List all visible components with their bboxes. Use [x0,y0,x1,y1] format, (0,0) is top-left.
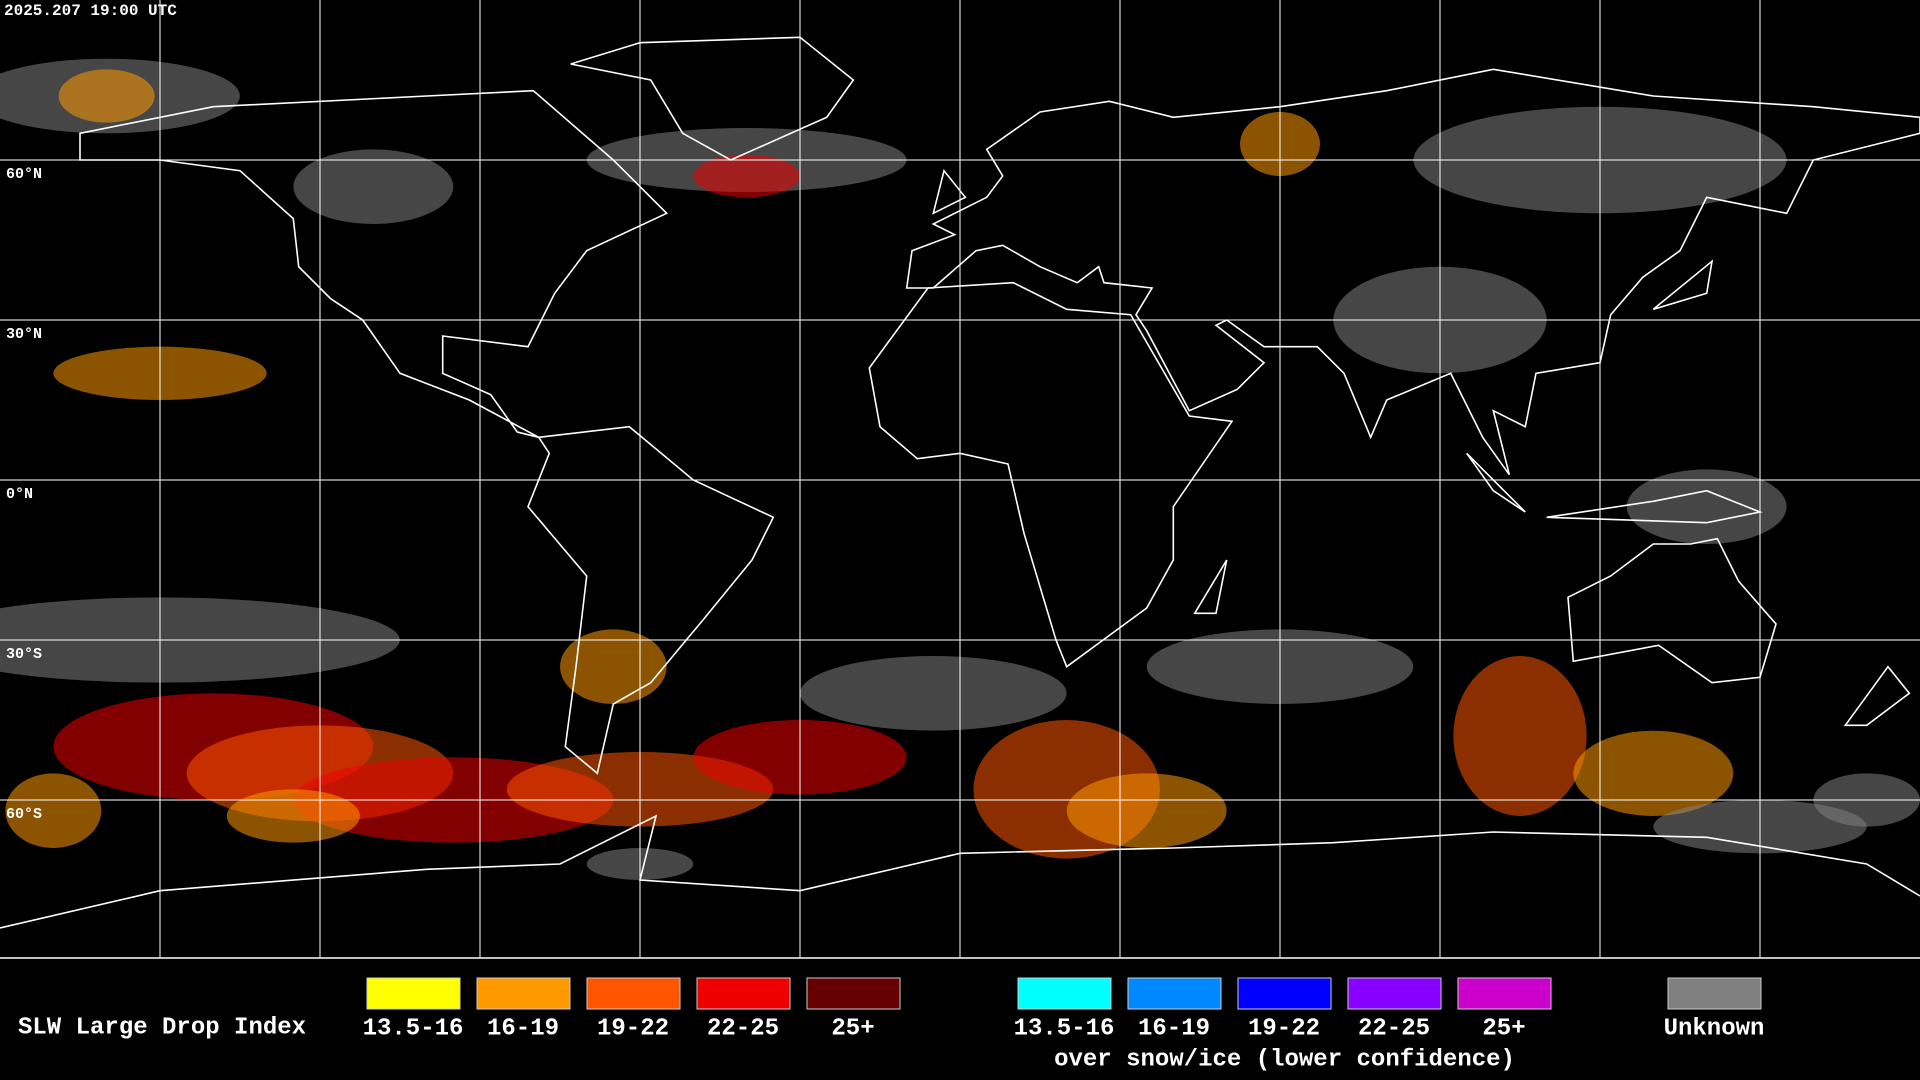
coastline [527,425,775,775]
coastline [905,68,1920,476]
coastline [1193,559,1228,615]
legend-label: 25+ [831,1015,874,1042]
legend-label: 16-19 [1138,1015,1210,1042]
legend-swatch [806,977,901,1010]
coastline [868,281,1234,668]
legend-swatch [1127,977,1222,1010]
coastline [1567,537,1777,684]
cloud-patch [5,773,102,848]
cloud-patch [800,656,1067,731]
cloud-patch [1626,469,1787,544]
coastline [570,36,855,161]
legend-swatch [696,977,791,1010]
cloud-patch [293,149,454,224]
cloud-patch [226,789,360,843]
legend-label: 19-22 [1248,1015,1320,1042]
legend-swatch [1457,977,1552,1010]
cloud-patch [1066,773,1227,848]
legend-label: 19-22 [597,1015,669,1042]
cloud-patch [1453,656,1587,816]
cloud-patch [1573,730,1734,816]
coastline [1466,452,1526,513]
legend-swatch [586,977,681,1010]
cloud-patch [58,69,155,123]
latitude-label: 30°S [6,646,42,663]
legend-swatch [1237,977,1332,1010]
timestamp: 2025.207 19:00 UTC [4,2,177,20]
legend-swatch [1347,977,1442,1010]
graticule: 60°N 30°N 0°N 30°S 60°S [0,0,1920,958]
legend-caption: over snow/ice (lower confidence) [1054,1046,1515,1073]
legend-label: 16-19 [487,1015,559,1042]
latitude-label: 30°N [6,326,42,343]
latitude-label: 60°S [6,806,42,823]
legend: 13.5-16 16-19 19-22 22-25 25+ 13.5-16 16-19 19-… [363,977,1765,1073]
cloud-patch [693,154,800,198]
legend-title: SLW Large Drop Index [18,1014,306,1041]
legend-label: 13.5-16 [363,1015,464,1042]
legend-swatch [1667,977,1762,1010]
antarctic-coast [0,814,1920,929]
cloud-layer [0,58,1920,880]
latitude-label: 0°N [6,486,33,503]
legend-label: 13.5-16 [1014,1015,1115,1042]
legend-label: Unknown [1664,1015,1765,1042]
coastline [79,89,669,439]
legend-swatch [366,977,461,1010]
legend-label: 22-25 [1358,1015,1430,1042]
coastline [1652,259,1714,311]
coastline [1843,665,1911,727]
legend-swatch [476,977,571,1010]
coastline [932,168,967,215]
coastline [1546,489,1763,524]
coastlines [0,36,1920,929]
legend-swatch [1017,977,1112,1010]
legend-label: 25+ [1482,1015,1525,1042]
latitude-label: 60°N [6,166,42,183]
legend-label: 22-25 [707,1015,779,1042]
